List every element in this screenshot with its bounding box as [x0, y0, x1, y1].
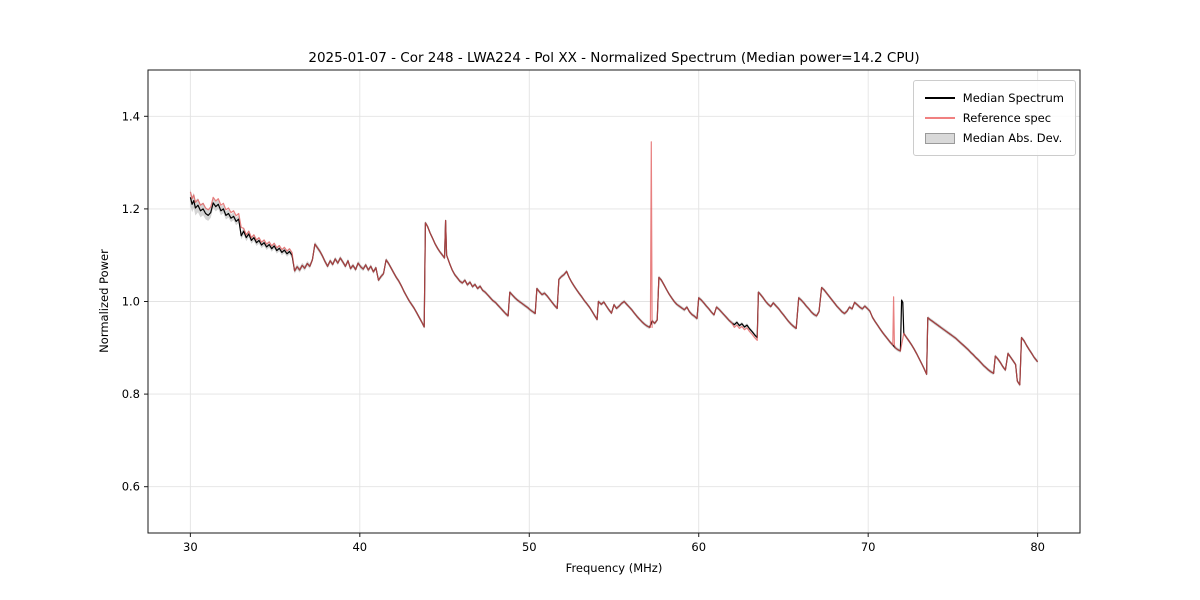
median-line-swatch — [924, 97, 955, 99]
x-tick-label: 40 — [352, 540, 367, 554]
y-tick-label: 1.0 — [122, 295, 140, 309]
legend-item-reference-spec: Reference spec — [924, 108, 1064, 128]
x-tick-label: 60 — [691, 540, 706, 554]
chart-title: 2025-01-07 - Cor 248 - LWA224 - Pol XX -… — [308, 50, 920, 66]
x-tick-label: 50 — [522, 540, 537, 554]
legend-label-median-abs-dev: Median Abs. Dev. — [962, 131, 1063, 145]
x-tick-label: 80 — [1030, 540, 1045, 554]
mad-band — [190, 189, 1038, 387]
reference-line-swatch — [924, 117, 955, 119]
legend: Median Spectrum Reference spec Median Ab… — [912, 80, 1076, 156]
reference-line — [189, 141, 1039, 386]
mad-band-swatch — [924, 132, 955, 144]
legend-item-median-spectrum: Median Spectrum — [924, 88, 1064, 108]
y-tick-label: 0.8 — [122, 387, 140, 401]
legend-label-median-spectrum: Median Spectrum — [962, 91, 1064, 105]
legend-label-reference-spec: Reference spec — [962, 111, 1052, 125]
median-line — [189, 197, 1039, 386]
x-tick-label: 70 — [861, 540, 876, 554]
x-axis-label: Frequency (MHz) — [565, 561, 663, 575]
y-tick-label: 1.4 — [122, 109, 140, 123]
y-tick-label: 1.2 — [122, 202, 140, 216]
x-tick-label: 30 — [183, 540, 198, 554]
y-tick-label: 0.6 — [122, 480, 140, 494]
legend-item-median-abs-dev: Median Abs. Dev. — [924, 128, 1064, 148]
